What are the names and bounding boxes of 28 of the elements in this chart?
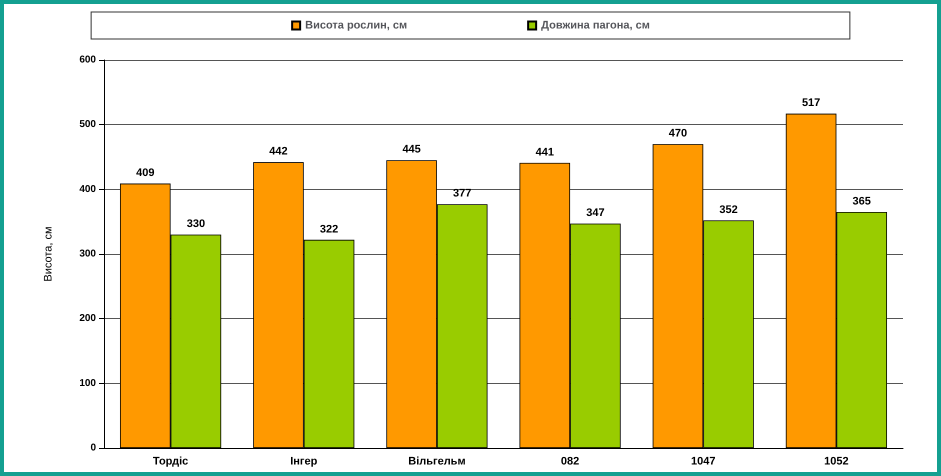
y-tick-label: 0 (90, 442, 96, 454)
data-label: 442 (269, 146, 288, 158)
x-tick-label: Вільгельм (408, 456, 466, 468)
data-label: 445 (402, 144, 421, 156)
legend-label: Довжина пагона, см (541, 20, 650, 32)
x-tick-label: 1052 (824, 456, 849, 468)
y-tick-label: 300 (79, 248, 96, 260)
data-label: 322 (320, 223, 338, 236)
y-axis-title: Висота, см (42, 226, 54, 282)
data-label: 347 (586, 207, 605, 220)
data-label: 517 (802, 97, 820, 110)
y-tick-label: 500 (79, 119, 96, 130)
legend-label: Висота рослин, см (305, 20, 408, 32)
data-label: 352 (719, 204, 738, 216)
x-tick-label: 1047 (691, 456, 716, 468)
y-tick-label: 100 (79, 378, 96, 389)
data-label: 409 (136, 167, 154, 180)
x-tick-label: 082 (560, 456, 580, 468)
data-label: 470 (668, 128, 688, 140)
x-tick-label: Тордіс (152, 456, 188, 468)
data-label: 377 (453, 188, 472, 200)
x-tick-label: Інгер (290, 456, 318, 468)
y-tick-label: 400 (79, 184, 96, 195)
y-tick-label: 600 (79, 54, 96, 66)
data-label: 365 (852, 195, 871, 208)
data-label: 441 (536, 146, 554, 158)
y-tick-label: 200 (79, 313, 96, 324)
data-label: 330 (186, 218, 206, 230)
